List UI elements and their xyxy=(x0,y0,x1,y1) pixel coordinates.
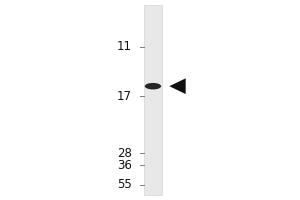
Ellipse shape xyxy=(145,83,161,89)
Text: 11: 11 xyxy=(117,40,132,53)
Text: 36: 36 xyxy=(117,159,132,172)
Text: 28: 28 xyxy=(117,147,132,160)
Polygon shape xyxy=(169,78,186,94)
Text: 55: 55 xyxy=(117,178,132,191)
Bar xyxy=(144,5,162,195)
Text: 17: 17 xyxy=(117,90,132,103)
